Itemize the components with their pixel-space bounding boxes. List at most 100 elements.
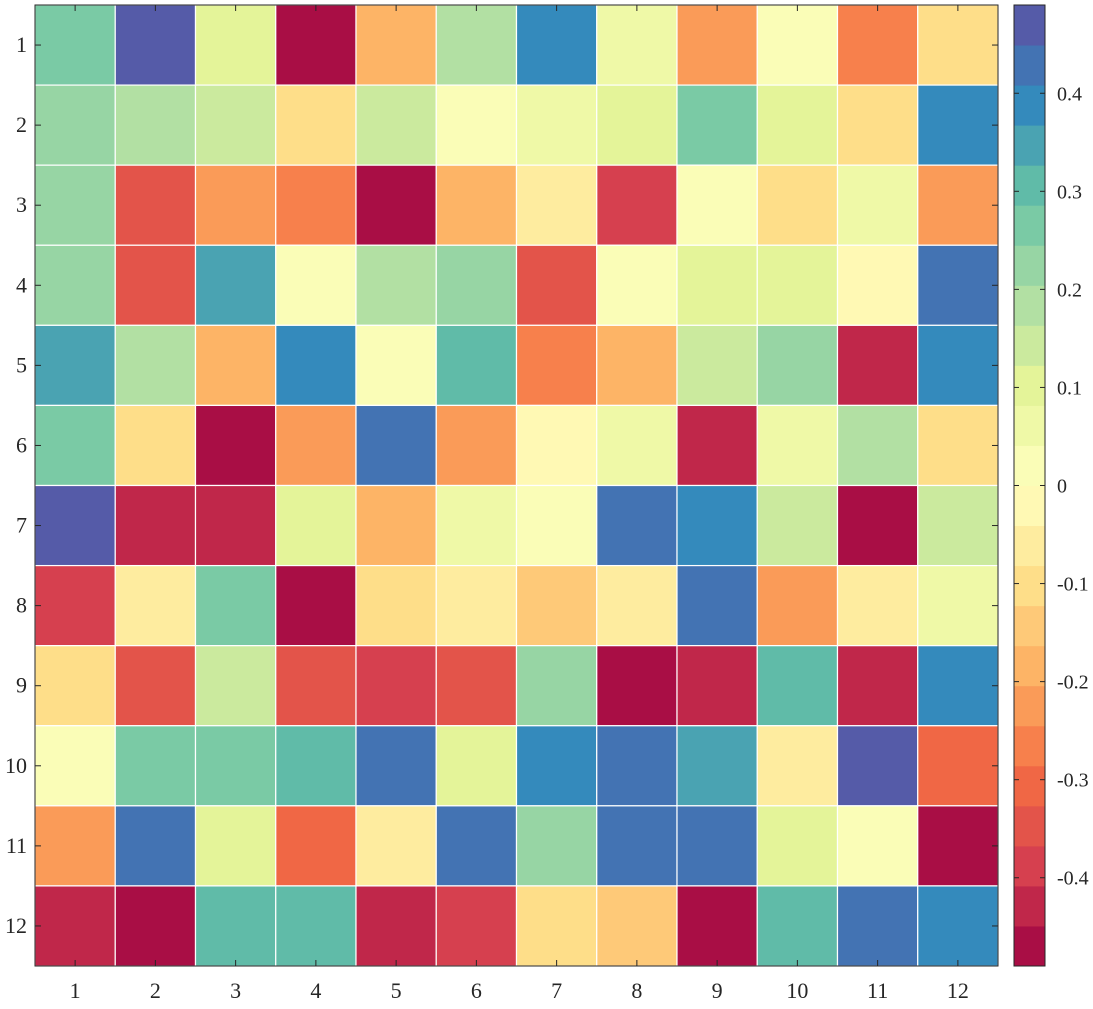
heatmap-cell-r5-c7: [515, 324, 598, 407]
heatmap-cell-r10-c8: [596, 725, 678, 807]
heatmap-cell-r5-c2: [114, 324, 197, 407]
heatmap-cell-r5-c4: [275, 324, 357, 407]
heatmap-cell-r12-c1: [34, 885, 116, 967]
heatmap-cell-r3-c9: [676, 164, 758, 246]
heatmap-cell-r9-c5: [355, 645, 437, 727]
heatmap-cell-r12-c11: [836, 885, 919, 967]
heatmap-cell-r11-c6: [435, 805, 518, 887]
heatmap-cell-r6-c1: [34, 404, 116, 487]
heatmap-cell-r10-c2: [114, 725, 197, 807]
heatmap-cell-r11-c1: [34, 805, 116, 887]
y-tick-label: 5: [16, 352, 27, 377]
heatmap-cell-r9-c11: [836, 645, 919, 727]
colorbar-segment: [1014, 45, 1045, 86]
x-tick-label: 5: [391, 978, 402, 1003]
heatmap-cell-r4-c6: [435, 244, 518, 326]
heatmap-cell-r8-c9: [676, 564, 758, 647]
heatmap-cell-r12-c12: [917, 885, 999, 967]
heatmap-cell-r2-c3: [194, 84, 277, 166]
heatmap-cell-r4-c5: [355, 244, 437, 326]
heatmap-cell-r6-c2: [114, 404, 197, 487]
x-tick-label: 6: [471, 978, 482, 1003]
heatmap-cell-r4-c1: [34, 244, 116, 326]
heatmap-cell-r4-c9: [676, 244, 758, 326]
heatmap-cell-r10-c10: [756, 725, 839, 807]
heatmap-cell-r8-c10: [756, 564, 839, 647]
heatmap-cell-r7-c6: [435, 484, 518, 567]
colorbar-segment: [1014, 765, 1045, 807]
heatmap-cell-r9-c7: [515, 645, 598, 727]
heatmap-cell-r12-c10: [756, 885, 839, 967]
plot-frame: [34, 4, 999, 967]
heatmap-cell-r2-c10: [756, 84, 839, 166]
colorbar-tick-label: 0.2: [1057, 279, 1082, 301]
heatmap-cell-r10-c1: [34, 725, 116, 807]
heatmap-cell-r1-c10: [756, 4, 839, 86]
y-tick-label: 12: [5, 913, 27, 938]
heatmap-cell-r12-c3: [194, 885, 277, 967]
y-tick-label: 8: [16, 593, 27, 618]
colorbar-segment: [1014, 645, 1045, 687]
heatmap-cell-r5-c3: [194, 324, 277, 407]
colorbar-segment: [1014, 485, 1045, 527]
x-tick-label: 10: [786, 978, 808, 1003]
heatmap-cell-r1-c2: [114, 4, 197, 86]
heatmap-cell-r2-c5: [355, 84, 437, 166]
heatmap-cell-r3-c6: [435, 164, 518, 246]
heatmap-cell-r11-c12: [917, 805, 999, 887]
heatmap-cell-r7-c8: [596, 484, 678, 567]
heatmap-cell-r9-c1: [34, 645, 116, 727]
colorbar-segment: [1014, 205, 1045, 246]
colorbar-tick-label: 0.1: [1057, 377, 1082, 399]
colorbar-segment: [1014, 5, 1045, 46]
heatmap-cell-r8-c2: [114, 564, 197, 647]
x-tick-label: 4: [310, 978, 321, 1003]
heatmap-cell-r8-c5: [355, 564, 437, 647]
heatmap-cell-r11-c11: [836, 805, 919, 887]
heatmap-cell-r1-c1: [34, 4, 116, 86]
heatmap-cell-r8-c7: [515, 564, 598, 647]
heatmap-cell-r7-c5: [355, 484, 437, 567]
heatmap-cell-r3-c4: [275, 164, 357, 246]
heatmap-cell-r3-c10: [756, 164, 839, 246]
heatmap-cell-r8-c1: [34, 564, 116, 647]
heatmap-cell-r4-c10: [756, 244, 839, 326]
colorbar-segment: [1014, 445, 1045, 486]
heatmap-cell-r4-c8: [596, 244, 678, 326]
x-tick-label: 3: [230, 978, 241, 1003]
y-tick-label: 3: [16, 192, 27, 217]
heatmap-cell-r6-c3: [194, 404, 277, 487]
heatmap-cell-r7-c10: [756, 484, 839, 567]
heatmap-cell-r2-c1: [34, 84, 116, 166]
heatmap-cell-r10-c7: [515, 725, 598, 807]
heatmap-cell-r12-c6: [435, 885, 518, 967]
heatmap-cell-r1-c4: [275, 4, 357, 86]
y-tick-label: 10: [5, 753, 27, 778]
colorbar: -0.4 -0.3 -0.2 -0.1 0 0.1 0.2 0.3 0.4: [1013, 4, 1089, 967]
heatmap-cell-r9-c8: [596, 645, 678, 727]
heatmap-cell-r10-c9: [676, 725, 758, 807]
heatmap-cell-r9-c6: [435, 645, 518, 727]
colorbar-segment: [1014, 605, 1045, 647]
heatmap-cell-r2-c6: [435, 84, 518, 166]
x-tick-label: 1: [70, 978, 81, 1003]
heatmap-cell-r12-c5: [355, 885, 437, 967]
colorbar-segment: [1014, 285, 1045, 326]
heatmap-cell-r10-c5: [355, 725, 437, 807]
colorbar-tick-label: 0.3: [1057, 181, 1082, 203]
colorbar-segment: [1014, 405, 1045, 446]
heatmap-cell-r3-c1: [34, 164, 116, 246]
heatmap-cell-r10-c4: [275, 725, 357, 807]
y-tick-label: 2: [16, 112, 27, 137]
heatmap-cell-r11-c2: [114, 805, 197, 887]
colorbar-tick-label: 0.4: [1057, 83, 1082, 105]
heatmap-cell-r6-c11: [836, 404, 919, 487]
heatmap-cell-r1-c6: [435, 4, 518, 86]
colorbar-segment: [1014, 725, 1045, 767]
heatmap-cell-r7-c9: [676, 484, 758, 567]
colorbar-segment: [1014, 325, 1045, 366]
heatmap-cell-r6-c10: [756, 404, 839, 487]
colorbar-segment: [1014, 925, 1045, 967]
